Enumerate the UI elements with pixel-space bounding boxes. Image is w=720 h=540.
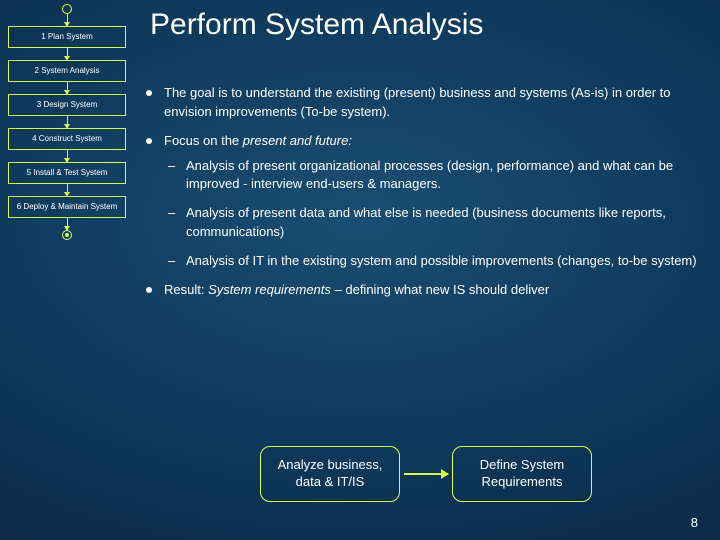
slide-title: Perform System Analysis [150,8,483,42]
flow-connector [67,218,68,230]
process-box-analyze: Analyze business, data & IT/IS [260,446,400,502]
bullet-text-lead: Focus on the [164,133,243,148]
bullet-text-lead: Result: [164,282,208,297]
sub-bullet-text: Analysis of IT in the existing system an… [186,253,697,268]
flow-step-label: 2 System Analysis [8,60,126,82]
flow-connector [67,82,68,94]
flow-connector [67,184,68,196]
sub-bullet-text: Analysis of present organizational proce… [186,158,673,192]
bullet-text-tail: – defining what new IS should deliver [331,282,549,297]
flow-step: 6 Deploy & Maintain System [8,196,126,218]
sub-bullet-item: Analysis of present data and what else i… [164,204,704,242]
arrow-right-icon [404,473,448,475]
flow-step: 2 System Analysis [8,60,126,82]
flow-step-label: 5 Install & Test System [8,162,126,184]
slide: Perform System Analysis 1 Plan System 2 … [0,0,720,540]
page-number: 8 [691,515,698,530]
sub-bullet-list: Analysis of present organizational proce… [164,157,704,271]
flow-connector [67,14,68,26]
flow-connector [67,48,68,60]
flow-step: 5 Install & Test System [8,162,126,184]
bullet-text-ital: present and future: [243,133,352,148]
bullet-item: The goal is to understand the existing (… [142,84,704,122]
flow-step-label: 3 Design System [8,94,126,116]
flow-step: 3 Design System [8,94,126,116]
flow-step-label: 6 Deploy & Maintain System [8,196,126,218]
slide-body: The goal is to understand the existing (… [142,84,704,310]
flow-step: 1 Plan System [8,26,126,48]
flow-end-icon [62,230,72,240]
process-flow: Analyze business, data & IT/IS Define Sy… [260,446,592,502]
flow-step-label: 1 Plan System [8,26,126,48]
sub-bullet-item: Analysis of IT in the existing system an… [164,252,704,271]
flow-step-label: 4 Construct System [8,128,126,150]
flow-step: 4 Construct System [8,128,126,150]
bullet-list: The goal is to understand the existing (… [142,84,704,300]
flow-connector [67,150,68,162]
flow-start-icon [62,4,72,14]
sub-bullet-item: Analysis of present organizational proce… [164,157,704,195]
sdlc-flowchart: 1 Plan System 2 System Analysis 3 Design… [8,4,126,240]
bullet-item: Focus on the present and future: Analysi… [142,132,704,271]
process-box-define: Define System Requirements [452,446,592,502]
sub-bullet-text: Analysis of present data and what else i… [186,205,666,239]
bullet-text: The goal is to understand the existing (… [164,85,671,119]
bullet-item: Result: System requirements – defining w… [142,281,704,300]
flow-connector [67,116,68,128]
bullet-text-ital: System requirements [208,282,331,297]
